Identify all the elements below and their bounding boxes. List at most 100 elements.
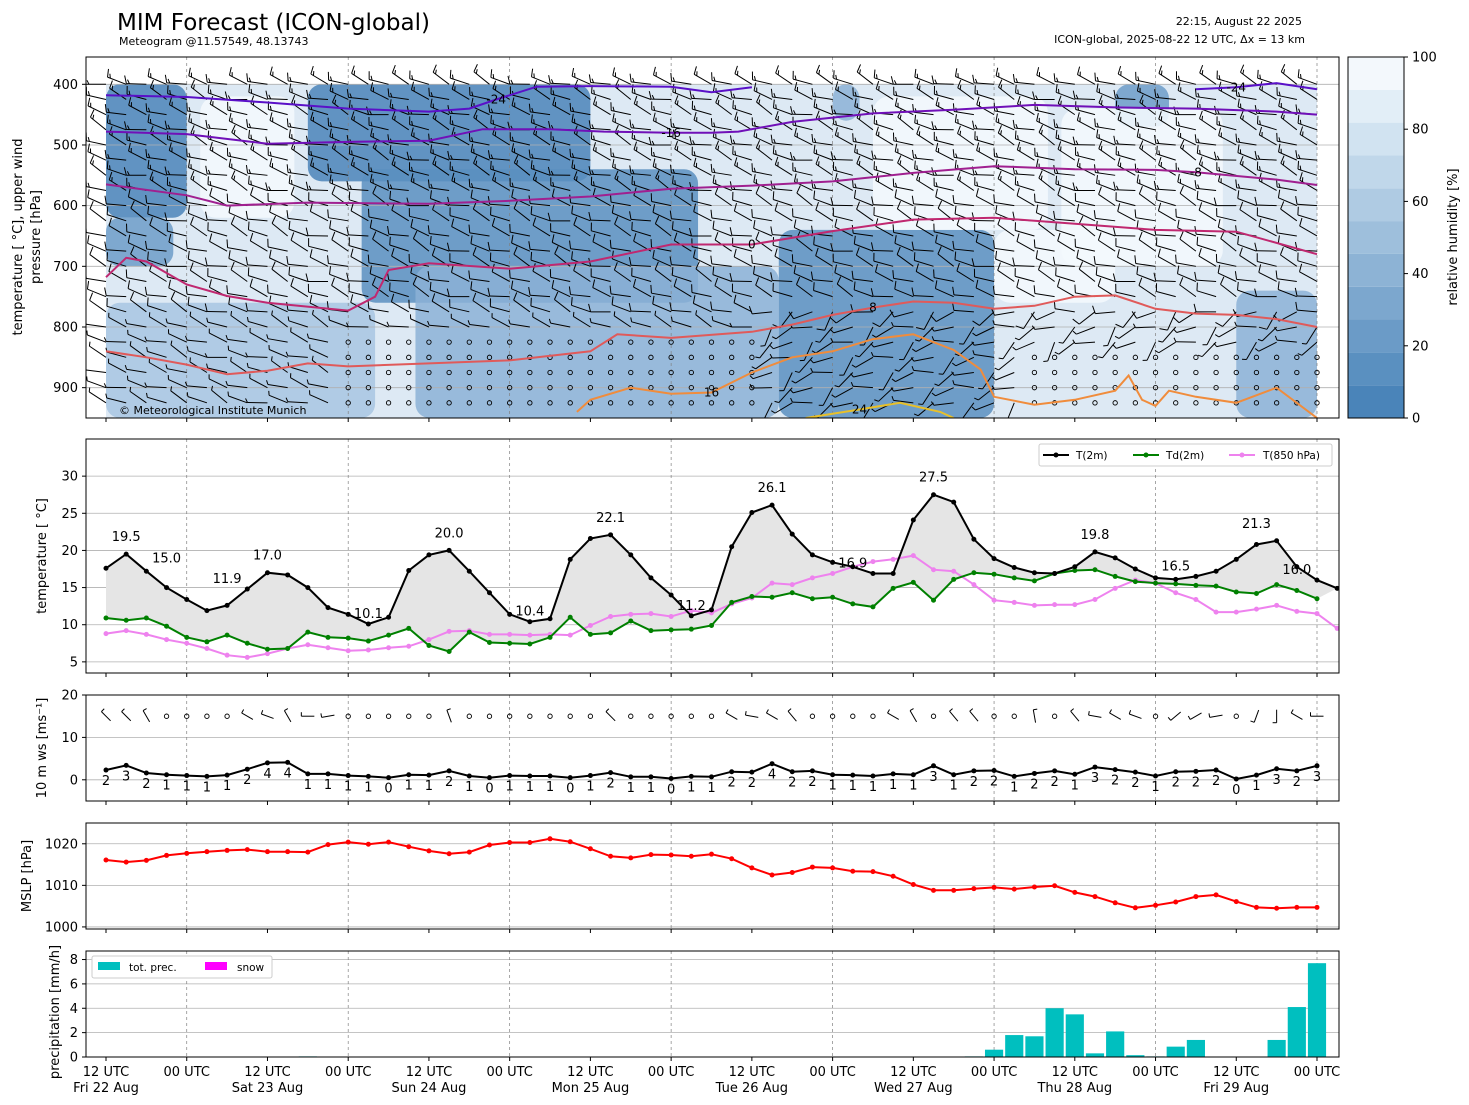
barb-feather [834,385,840,388]
calm-wind-circle [507,385,513,391]
barb-shaft [835,387,854,398]
barb-feather [777,116,779,121]
calm-wind-circle [365,400,372,406]
barb-shaft [833,326,853,334]
barb-shaft [913,111,934,116]
wind-barb [89,200,107,222]
wind-barb [164,120,187,131]
wind-barb [468,270,490,282]
data-point [789,582,795,588]
barb-feather [387,180,390,189]
barb-feather [689,90,693,99]
barb-feather [190,125,195,134]
wind-barb [632,278,652,298]
barb-shaft [875,225,894,237]
data-point [628,552,634,558]
calm-wind-circle [628,713,634,719]
barb-shaft [269,165,288,176]
wind-barb [648,136,672,146]
barb-feather [1094,118,1096,127]
barb-shaft [1258,226,1277,237]
wind-speed-label: 3 [929,770,937,785]
barb-feather [894,280,897,290]
barb-shaft [1299,225,1318,237]
data-point [1213,892,1219,898]
data-point [446,628,452,634]
legend-t2m-label: T(2m) [1075,450,1108,462]
barb-shaft [350,256,369,267]
calm-wind-circle [426,385,432,391]
barb-feather [1177,128,1181,137]
wind-barb [391,110,410,131]
barb-feather [834,81,839,90]
wind-barb [1215,253,1237,267]
wind-barb [1295,301,1318,313]
barb-feather [692,140,695,145]
barb-feather [648,136,652,146]
barb-shaft [168,195,187,207]
barb-feather [1058,341,1064,344]
wind-barb [894,143,914,161]
barb-feather [451,120,454,125]
barb-feather [350,248,354,257]
wind-barb [1237,236,1257,252]
wind-barb [790,106,813,116]
barb-shaft [348,290,369,298]
barb-shaft [1088,714,1102,718]
barb-feather [693,203,697,212]
barb-feather [771,410,776,414]
barb-shaft [671,264,692,267]
barb-shaft [914,122,934,131]
barb-shaft [935,387,954,397]
barb-shaft [351,118,369,131]
data-point [325,634,331,640]
wind-barb [832,253,853,267]
barb-feather [188,159,191,168]
barb-feather [813,98,816,108]
barb-feather [1075,94,1079,100]
barb-feather [1012,346,1017,351]
barb-feather [188,113,191,122]
wind-barb [1014,176,1035,191]
data-point [850,564,856,570]
barb-feather [954,205,957,215]
barb-feather [190,170,195,179]
cross-section-frame [85,56,1340,419]
barb-shaft [1075,246,1096,252]
barb-shaft [187,110,208,116]
barb-shaft [605,711,616,722]
barb-feather [931,121,935,130]
barb-shaft [655,223,672,237]
barb-shaft [290,239,309,252]
barb-feather [875,165,878,171]
wind-barb [628,302,651,313]
barb-shaft [267,292,288,298]
barb-shaft [1237,152,1257,161]
wind-barb [230,216,248,237]
barb-shaft [530,203,551,207]
wind-barb [710,163,732,176]
barb-feather [774,156,779,165]
wind-barb [856,201,874,222]
wind-barb [228,158,248,176]
wind-barb [87,97,107,116]
wind-barb [896,200,914,222]
barb-feather [713,122,716,127]
barb-feather [530,206,533,215]
wind-barb [1235,133,1257,146]
barb-feather [144,336,148,341]
barb-shaft [974,276,995,282]
barb-feather [1156,184,1160,190]
barb-shaft [147,213,167,222]
wind-barb [1014,326,1035,341]
barb-feather [1299,263,1303,272]
barb-feather [1117,157,1121,166]
barb-feather [751,209,753,218]
barb-shaft [1199,118,1217,131]
wind-barb [446,708,452,723]
barb-feather [1057,134,1060,140]
data-point [951,772,957,778]
barb-feather [87,143,90,152]
data-point [1112,767,1118,773]
y-tick-label: 0 [70,773,78,788]
